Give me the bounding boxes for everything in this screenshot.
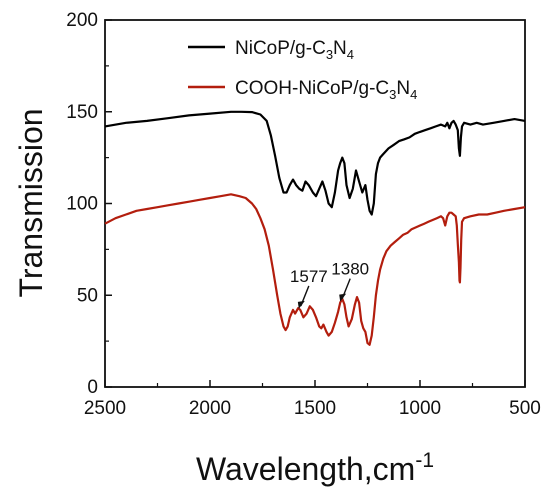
annotation-arrow-head bbox=[339, 293, 347, 302]
annotation-label: 1380 bbox=[331, 260, 369, 279]
series-lines bbox=[104, 110, 526, 346]
series-line-0 bbox=[104, 110, 526, 216]
annotation-arrow-head bbox=[297, 300, 305, 309]
legend-label-nicop: NiCoP/g-C3N4 bbox=[235, 38, 354, 62]
x-tick-label: 1000 bbox=[399, 398, 441, 419]
y-tick-label: 150 bbox=[66, 102, 98, 123]
x-tick-label: 2500 bbox=[84, 398, 126, 419]
axis-ticks: 2500 2000 1500 1000 500 0 50 100 150 200 bbox=[66, 10, 541, 419]
y-tick-label: 100 bbox=[66, 194, 98, 215]
legend: NiCoP/g-C3N4 COOH-NiCoP/g-C3N4 bbox=[188, 38, 417, 102]
series-line-1 bbox=[104, 193, 526, 346]
y-axis-label: Transmission bbox=[13, 108, 49, 297]
annotation-label: 1577 bbox=[290, 267, 328, 286]
legend-label-cooh-nicop: COOH-NiCoP/g-C3N4 bbox=[235, 78, 417, 102]
plot-frame bbox=[104, 19, 526, 388]
y-tick-label: 200 bbox=[66, 10, 98, 31]
y-tick-label: 50 bbox=[77, 285, 98, 306]
annotations: 1577 1380 bbox=[290, 260, 369, 309]
x-tick-label: 1500 bbox=[294, 398, 336, 419]
x-tick-label: 500 bbox=[509, 398, 541, 419]
x-axis-label: Wavelength,cm-1 bbox=[196, 449, 434, 487]
y-tick-label: 0 bbox=[87, 377, 98, 398]
x-tick-label: 2000 bbox=[189, 398, 231, 419]
